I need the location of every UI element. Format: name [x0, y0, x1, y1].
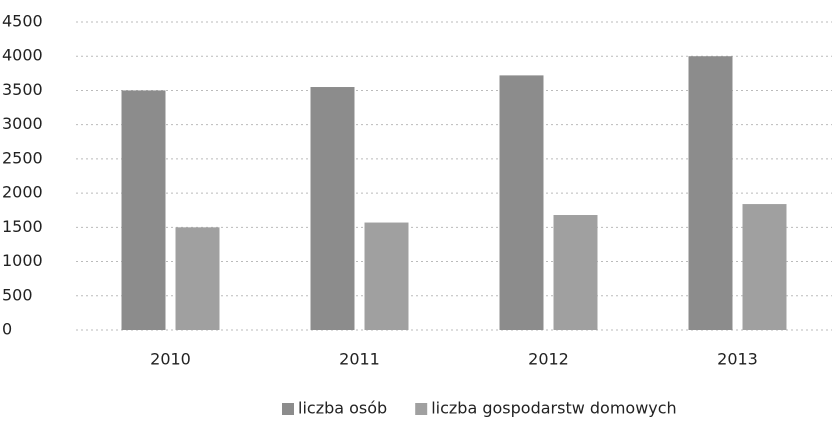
bar	[688, 56, 733, 330]
y-tick-label: 3000	[2, 114, 43, 133]
bar	[553, 215, 598, 330]
x-tick-label: 2011	[339, 350, 380, 369]
legend-label: liczba gospodarstw domowych	[431, 399, 677, 418]
y-tick-label: 1000	[2, 251, 43, 270]
y-tick-label: 4000	[2, 46, 43, 65]
bar	[121, 90, 166, 330]
y-tick-label: 500	[2, 285, 33, 304]
legend-swatch	[282, 403, 294, 415]
bar	[742, 204, 787, 330]
y-tick-label: 2500	[2, 148, 43, 167]
x-tick-label: 2010	[150, 350, 191, 369]
bar	[310, 87, 355, 331]
bar	[175, 227, 220, 330]
y-tick-label: 3500	[2, 80, 43, 99]
legend-swatch	[415, 403, 428, 415]
y-tick-label: 0	[2, 320, 12, 339]
y-tick-label: 1500	[2, 217, 43, 236]
y-tick-label: 2000	[2, 183, 43, 202]
y-tick-label: 4500	[2, 12, 43, 31]
bar	[499, 75, 544, 331]
x-tick-label: 2013	[717, 350, 758, 369]
bar	[364, 222, 409, 330]
x-tick-label: 2012	[528, 350, 569, 369]
legend-label: liczba osób	[298, 399, 387, 418]
